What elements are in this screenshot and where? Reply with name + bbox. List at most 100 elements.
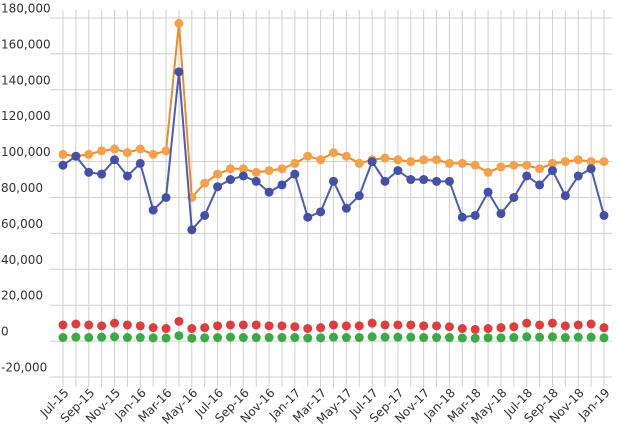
data-point — [522, 160, 532, 170]
data-point — [586, 319, 596, 329]
data-point — [238, 171, 248, 181]
data-point — [135, 158, 145, 168]
data-point — [573, 332, 583, 342]
data-point — [586, 332, 596, 342]
data-point — [71, 151, 81, 161]
data-point — [354, 191, 364, 201]
data-point — [329, 176, 338, 186]
data-point — [406, 332, 416, 342]
data-point — [264, 187, 274, 197]
data-point — [354, 158, 364, 168]
data-point — [148, 205, 158, 215]
data-point — [457, 324, 467, 334]
data-point — [135, 321, 145, 331]
data-point — [187, 225, 197, 235]
data-point — [135, 144, 145, 154]
data-point — [393, 155, 403, 165]
data-point — [496, 209, 506, 219]
data-point — [213, 169, 223, 179]
data-point — [84, 333, 94, 343]
data-point — [457, 158, 467, 168]
data-point — [367, 332, 377, 342]
data-point — [213, 321, 223, 331]
data-point — [509, 333, 519, 343]
data-point — [380, 332, 390, 342]
data-point — [329, 148, 338, 158]
data-point — [187, 324, 197, 334]
data-point — [71, 332, 81, 342]
data-point — [509, 322, 519, 332]
data-point — [393, 320, 403, 330]
data-point — [470, 324, 480, 334]
data-point — [432, 155, 442, 165]
data-point — [457, 212, 467, 222]
data-point — [161, 333, 171, 343]
data-point — [380, 320, 390, 330]
data-point — [393, 332, 403, 342]
data-point — [238, 320, 248, 330]
data-point — [406, 320, 416, 330]
data-point — [303, 151, 313, 161]
data-point — [341, 321, 351, 331]
data-point — [560, 157, 570, 167]
data-point — [329, 332, 338, 342]
data-point — [341, 333, 351, 343]
data-point — [110, 318, 120, 328]
data-point — [71, 319, 81, 329]
data-point — [393, 166, 403, 176]
y-tick-label: 0 — [1, 325, 9, 339]
data-point — [225, 175, 235, 185]
data-point — [522, 318, 532, 328]
data-point — [547, 332, 557, 342]
data-point — [161, 193, 171, 202]
data-point — [290, 322, 300, 332]
data-point — [419, 175, 429, 185]
data-point — [316, 207, 326, 217]
data-point — [84, 149, 94, 159]
data-point — [573, 320, 583, 330]
data-point — [406, 175, 416, 185]
data-point — [251, 176, 261, 186]
y-tick-label: -20,000 — [1, 361, 47, 375]
data-point — [470, 210, 480, 220]
data-point — [509, 160, 519, 170]
data-point — [148, 149, 158, 159]
data-point — [419, 155, 429, 165]
data-point — [444, 322, 454, 332]
y-tick-label: 100,000 — [1, 145, 51, 159]
data-point — [200, 178, 210, 188]
data-point — [122, 320, 132, 330]
data-point — [187, 333, 197, 343]
y-tick-label: 180,000 — [1, 2, 51, 16]
data-point — [303, 333, 313, 343]
y-tick-label: 60,000 — [1, 217, 43, 231]
data-point — [238, 333, 248, 343]
data-point — [470, 333, 480, 343]
data-point — [586, 164, 596, 174]
data-point — [367, 318, 377, 328]
data-point — [303, 212, 313, 222]
data-point — [573, 155, 583, 165]
data-point — [200, 333, 210, 343]
data-point — [251, 333, 261, 343]
data-point — [264, 321, 274, 331]
data-point — [444, 176, 454, 186]
data-point — [135, 333, 145, 343]
data-point — [406, 157, 416, 167]
data-point — [200, 323, 210, 333]
data-point — [547, 158, 557, 168]
data-point — [522, 171, 532, 181]
data-point — [599, 333, 609, 343]
data-point — [213, 333, 223, 343]
data-point — [432, 333, 442, 343]
data-point — [290, 333, 300, 343]
data-point — [277, 321, 287, 331]
data-point — [432, 176, 442, 186]
data-point — [225, 320, 235, 330]
data-point — [174, 18, 184, 28]
data-point — [174, 67, 184, 77]
data-point — [161, 324, 171, 334]
data-point — [470, 160, 480, 170]
data-point — [161, 146, 171, 156]
